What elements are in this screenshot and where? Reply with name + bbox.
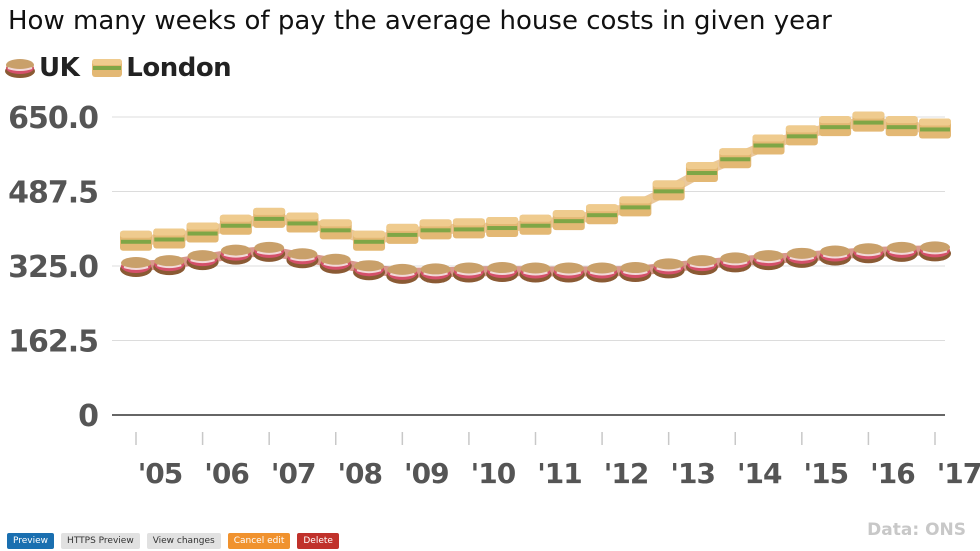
x-tick-label: '06 [204,457,249,490]
data-point-london [519,214,552,235]
series-uk [120,241,951,284]
data-point-uk [586,262,619,283]
data-point-london [120,230,152,251]
data-point-london [552,210,585,231]
preview-button[interactable]: Preview [7,533,55,549]
data-point-uk [552,262,585,283]
data-point-uk [819,245,852,266]
data-point-uk [719,252,752,273]
data-point-uk [785,247,818,268]
data-point-london [719,148,752,169]
x-tick-label: '15 [804,457,849,490]
y-tick-label: 325.0 [8,250,98,285]
data-point-london [219,214,252,235]
data-point-uk [186,250,219,271]
chart-legend: UK London [4,52,232,84]
data-point-uk [286,248,319,269]
data-point-london [919,118,951,139]
x-tick-label: '07 [271,457,316,490]
data-point-london [253,207,286,228]
data-point-london [619,196,652,217]
data-point-london [785,125,818,146]
data-point-london [286,212,319,233]
x-tick-label: '14 [737,457,782,490]
data-point-uk [386,263,419,284]
data-point-london [752,134,785,155]
data-point-london [652,180,685,201]
data-point-london [885,116,918,137]
x-tick-label: '17 [937,457,980,490]
data-point-uk [885,241,918,262]
x-axis-labels: '05 '06 '07 '08 '09 '10 '11 '12 '13 '14 '15 '16 '17 [135,432,980,490]
https-preview-button[interactable]: HTTPS Preview [61,533,140,549]
sandwich-square-icon [92,59,123,77]
chart-title: How many weeks of pay the average house … [8,6,832,36]
legend-item-uk: UK [4,53,80,83]
data-point-london [452,218,485,239]
y-axis-labels: 0 162.5 325.0 487.5 650.0 [8,101,99,434]
delete-button[interactable]: Delete [297,533,339,549]
data-point-uk [153,255,186,276]
data-point-london [386,223,419,244]
x-tick-label: '10 [471,457,516,490]
legend-label-uk: UK [39,53,80,83]
data-point-uk [219,244,252,265]
data-point-uk [852,243,885,264]
data-point-uk [353,260,386,281]
legend-item-london: London [91,53,232,83]
data-point-uk [486,262,519,283]
x-tick-label: '08 [337,457,382,490]
data-point-london [353,230,386,251]
data-point-london [486,217,519,238]
y-tick-label: 487.5 [8,176,98,211]
data-point-london [685,162,718,183]
y-tick-label: 650.0 [8,101,98,136]
x-tick-label: '09 [404,457,449,490]
x-tick-label: '16 [870,457,915,490]
cancel-edit-button[interactable]: Cancel edit [227,533,291,549]
data-point-uk [752,250,785,271]
x-tick-label: '11 [537,457,582,490]
data-point-uk [919,241,951,262]
data-point-london [852,111,885,132]
edit-toolbar: Preview HTTPS Preview View changes Cancel e… [7,533,339,549]
y-tick-label: 0 [78,399,98,434]
data-point-london [153,228,186,249]
data-point-uk [319,253,352,274]
data-point-uk [120,257,152,277]
data-point-london [319,219,352,240]
line-chart: 0 162.5 325.0 487.5 650.0 '05 '06 '07 '08 '09 '10… [8,101,980,490]
view-changes-button[interactable]: View changes [146,533,221,549]
source-credit: Data: ONS [867,520,966,540]
legend-label-london: London [126,53,232,83]
data-point-uk [253,241,286,262]
data-point-uk [519,262,552,283]
data-point-uk [685,255,718,276]
x-tick-label: '05 [138,457,183,490]
data-point-uk [452,262,485,283]
x-tick-label: '12 [604,457,649,490]
data-point-london [419,219,452,240]
data-point-london [819,116,852,137]
series-group [120,111,951,284]
sandwich-round-icon [5,59,35,78]
data-point-uk [619,262,652,283]
x-tick-label: '13 [670,457,715,490]
series-london [120,111,951,251]
y-tick-label: 162.5 [8,325,98,360]
data-point-uk [652,258,685,279]
data-point-london [186,222,219,243]
data-point-uk [419,263,452,284]
data-point-london [586,204,619,225]
